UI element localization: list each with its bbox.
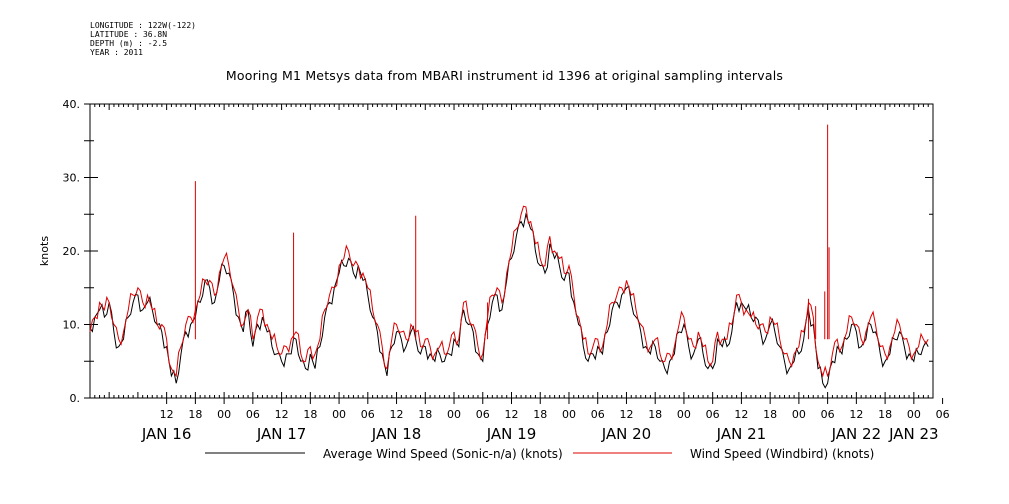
y-axis-label: knots [38, 236, 51, 266]
x-day-label: JAN 18 [371, 425, 422, 443]
y-tick-label: 10. [63, 319, 81, 332]
x-tick-label: 18 [878, 408, 892, 421]
x-day-label: JAN 22 [831, 425, 882, 443]
x-tick-label: 00 [217, 408, 231, 421]
x-day-label: JAN 16 [141, 425, 192, 443]
x-day-label: JAN 21 [716, 425, 767, 443]
windbird-wind-speed-line [89, 205, 929, 378]
x-tick-label: 06 [591, 408, 605, 421]
x-tick-label: 12 [390, 408, 404, 421]
x-day-label: JAN 20 [601, 425, 652, 443]
x-tick-label: 00 [677, 408, 691, 421]
metadata-block: LONGITUDE : 122W(-122) LATITUDE : 36.8N … [90, 21, 196, 57]
x-tick-label: 06 [936, 408, 950, 421]
x-tick-label: 06 [476, 408, 490, 421]
longitude-text: LONGITUDE : 122W(-122) [90, 21, 196, 30]
x-tick-label: 12 [160, 408, 174, 421]
x-tick-label: 12 [505, 408, 519, 421]
latitude-text: LATITUDE : 36.8N [90, 30, 168, 39]
depth-text: DEPTH (m) : -2.5 [90, 39, 168, 48]
x-tick-label: 18 [533, 408, 547, 421]
x-tick-label: 12 [734, 408, 748, 421]
x-day-label: JAN 23 [888, 425, 939, 443]
x-tick-label: 12 [619, 408, 633, 421]
y-tick-label: 30. [63, 172, 81, 185]
x-tick-label: 18 [303, 408, 317, 421]
x-tick-label: 12 [849, 408, 863, 421]
x-tick-label: 06 [821, 408, 835, 421]
x-tick-label: 00 [332, 408, 346, 421]
legend-label-average: Average Wind Speed (Sonic-n/a) (knots) [323, 447, 563, 461]
x-day-label: JAN 17 [256, 425, 307, 443]
y-tick-label: 20. [63, 245, 81, 258]
x-tick-label: 00 [792, 408, 806, 421]
legend-label-windbird: Wind Speed (Windbird) (knots) [690, 447, 874, 461]
x-tick-label: 12 [275, 408, 289, 421]
year-text: YEAR : 2011 [90, 48, 143, 57]
x-tick-label: 00 [562, 408, 576, 421]
x-tick-label: 06 [706, 408, 720, 421]
chart-title: Mooring M1 Metsys data from MBARI instru… [225, 68, 784, 83]
x-tick-label: 18 [188, 408, 202, 421]
x-tick-label: 06 [361, 408, 375, 421]
x-tick-label: 18 [648, 408, 662, 421]
y-tick-label: 0. [70, 392, 81, 405]
x-tick-label: 00 [447, 408, 461, 421]
average-wind-speed-line [89, 212, 929, 389]
x-tick-label: 18 [763, 408, 777, 421]
y-tick-label: 40. [63, 98, 81, 111]
x-tick-label: 06 [246, 408, 260, 421]
x-day-label: JAN 19 [486, 425, 537, 443]
x-tick-label: 00 [907, 408, 921, 421]
x-tick-label: 18 [418, 408, 432, 421]
